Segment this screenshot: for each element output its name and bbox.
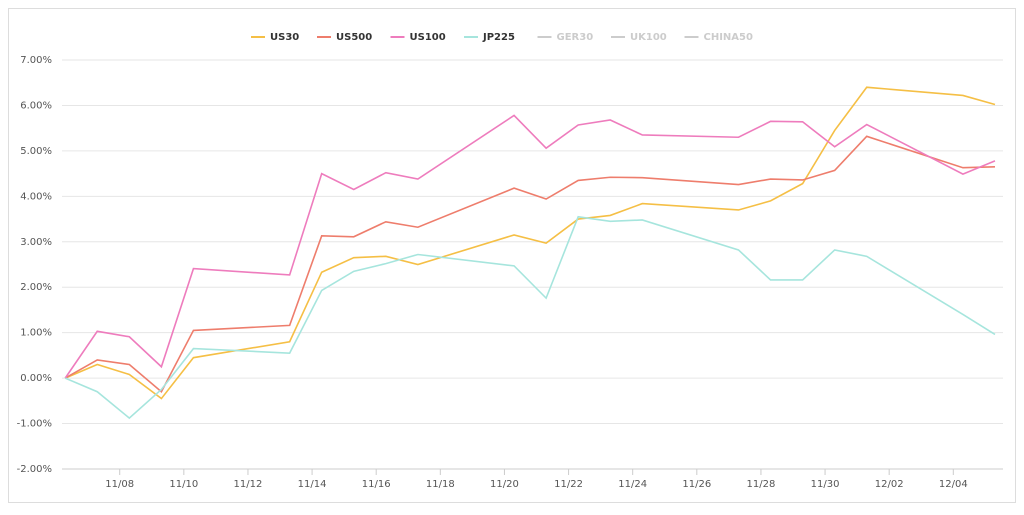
- y-tick-label: 3.00%: [20, 237, 52, 248]
- y-tick-label: 0.00%: [20, 373, 52, 384]
- y-tick-label: 2.00%: [20, 282, 52, 293]
- x-tick-label: 11/20: [490, 479, 519, 490]
- y-tick-label: 1.00%: [20, 328, 52, 339]
- legend-label[interactable]: JP225: [482, 32, 515, 43]
- y-tick-label: -1.00%: [17, 419, 52, 430]
- legend-label[interactable]: CHINA50: [704, 32, 753, 43]
- x-tick-label: 11/18: [426, 479, 455, 490]
- x-tick-label: 11/08: [105, 479, 134, 490]
- x-tick-label: 11/26: [682, 479, 711, 490]
- y-tick-label: 6.00%: [20, 100, 52, 111]
- x-tick-label: 11/16: [362, 479, 391, 490]
- legend-label[interactable]: US100: [410, 32, 446, 43]
- x-tick-label: 11/14: [298, 479, 327, 490]
- series-line: [64, 215, 996, 420]
- y-tick-label: 5.00%: [20, 146, 52, 157]
- series-line: [64, 135, 996, 394]
- series-line: [64, 86, 996, 400]
- x-tick-label: 11/10: [169, 479, 198, 490]
- legend-label[interactable]: GER30: [557, 32, 594, 43]
- y-tick-label: -2.00%: [17, 464, 52, 475]
- x-tick-label: 11/12: [234, 479, 263, 490]
- chart-frame: [8, 8, 1016, 503]
- x-tick-label: 11/24: [618, 479, 647, 490]
- legend-label[interactable]: US30: [270, 32, 299, 43]
- series-line: [64, 114, 996, 379]
- legend-label[interactable]: UK100: [630, 32, 667, 43]
- y-tick-label: 7.00%: [20, 55, 52, 66]
- x-tick-label: 12/02: [875, 479, 904, 490]
- x-tick-label: 12/04: [939, 479, 968, 490]
- x-tick-label: 11/22: [554, 479, 583, 490]
- y-tick-label: 4.00%: [20, 191, 52, 202]
- x-tick-label: 11/30: [811, 479, 840, 490]
- legend-label[interactable]: US500: [336, 32, 372, 43]
- x-tick-label: 11/28: [747, 479, 776, 490]
